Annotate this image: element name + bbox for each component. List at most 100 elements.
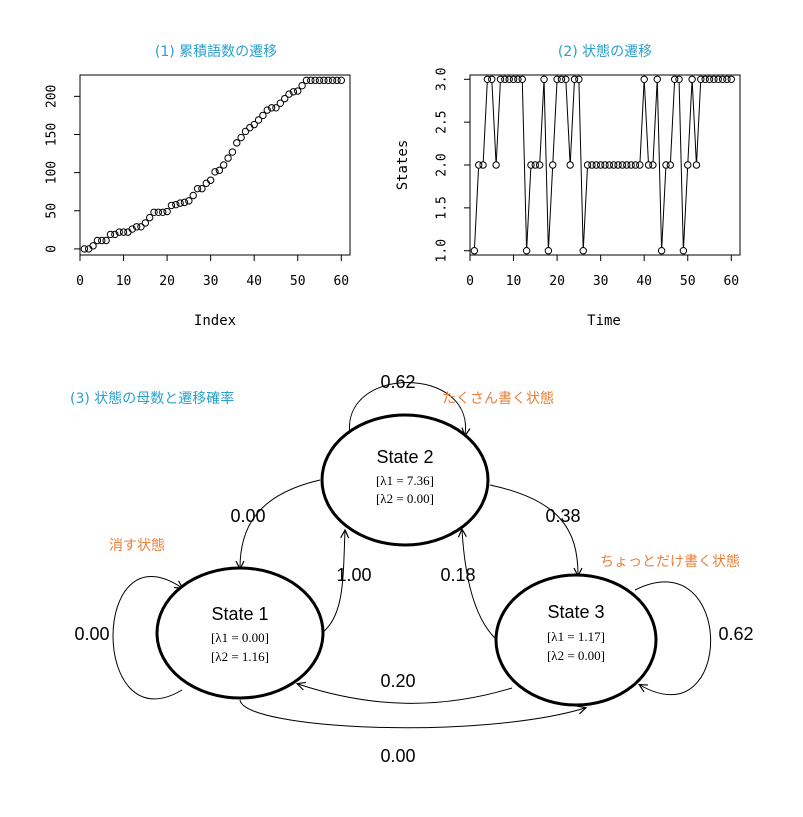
state-1-lambda1: [λ1 = 0.00]: [211, 630, 269, 645]
series-segment: [678, 82, 684, 248]
data-point: [557, 75, 566, 83]
data-point: [285, 90, 293, 98]
arrow-s3-s2: [462, 530, 498, 641]
data-point: [220, 161, 228, 169]
data-point: [505, 75, 513, 83]
prob-s1-s1: 0.00: [74, 624, 109, 644]
series-segment: [539, 82, 545, 162]
data-point: [627, 161, 635, 169]
data-point: [211, 168, 219, 176]
data-point: [111, 230, 119, 239]
data-point: [483, 75, 492, 83]
data-point: [610, 161, 618, 169]
x-tick-label: 0: [466, 274, 474, 289]
x-tick-label: 20: [549, 274, 565, 289]
data-point: [570, 75, 579, 83]
data-point: [579, 247, 587, 255]
y-tick-label: 3.0: [435, 68, 450, 91]
data-point: [328, 76, 337, 85]
series-segment: [495, 82, 501, 162]
state-2-note: たくさん書く状態: [442, 391, 554, 407]
state-2-lambda1: [λ1 = 7.36]: [376, 473, 434, 488]
state-3-node: State 3 [λ1 = 1.17] [λ2 = 0.00]: [494, 573, 658, 707]
data-point: [575, 75, 583, 83]
data-point: [259, 111, 267, 120]
data-point: [496, 75, 505, 83]
diagram-title: (3) 状態の母数と遷移確率: [70, 390, 234, 407]
data-point: [324, 76, 332, 85]
data-point: [241, 127, 250, 136]
data-point: [80, 245, 89, 253]
arrow-s1-s1: [112, 576, 182, 700]
data-point: [246, 123, 254, 132]
data-point: [675, 75, 683, 83]
data-point: [470, 247, 479, 255]
plot1-title: (1) 累積語数の遷移: [155, 44, 277, 60]
data-point: [124, 228, 132, 236]
prob-s1-s3: 0.00: [380, 746, 415, 766]
data-point: [206, 176, 215, 184]
state-2-node: State 2 [λ1 = 7.36] [λ2 = 0.00]: [320, 413, 490, 547]
series-segment: [521, 82, 528, 248]
state-3-lambda2: [λ2 = 0.00]: [547, 648, 605, 663]
data-point: [193, 184, 202, 193]
data-point: [714, 75, 722, 83]
data-point: [150, 208, 158, 216]
series-segment: [643, 82, 649, 162]
data-point: [670, 75, 679, 83]
data-point: [307, 76, 315, 85]
data-point: [298, 81, 306, 90]
data-point: [527, 161, 535, 169]
data-point: [522, 247, 531, 255]
y-tick-label: 1.0: [435, 239, 450, 262]
data-point: [180, 198, 189, 207]
prob-s3-s1: 0.20: [380, 671, 415, 691]
plot2-lines: [474, 82, 702, 248]
series-segment: [656, 82, 663, 248]
y-tick-label: 2.0: [435, 153, 450, 176]
data-point: [692, 161, 701, 169]
x-tick-label: 50: [680, 274, 696, 289]
data-point: [644, 161, 653, 169]
data-point: [601, 161, 609, 169]
data-point: [145, 213, 154, 222]
data-point: [475, 161, 483, 169]
x-tick-label: 30: [593, 274, 609, 289]
series-segment: [474, 168, 480, 248]
data-point: [509, 75, 518, 83]
series-segment: [683, 168, 689, 248]
arrow-s2-s1: [240, 479, 321, 568]
data-point: [128, 225, 136, 233]
series-segment: [548, 168, 554, 248]
data-point: [280, 94, 289, 103]
data-point: [636, 161, 644, 169]
data-point: [189, 191, 197, 200]
state-1-note: 消す状態: [109, 538, 165, 554]
series-segment: [696, 82, 702, 162]
data-point: [237, 133, 245, 142]
series-segment: [639, 82, 645, 162]
data-point: [631, 161, 640, 169]
data-point: [479, 161, 487, 169]
plot1-frame: [79, 74, 351, 256]
plot1-points: [80, 76, 345, 253]
state-2-lambda2: [λ2 = 0.00]: [376, 491, 434, 506]
data-point: [333, 76, 341, 85]
data-point: [315, 76, 324, 85]
state-2-name: State 2: [376, 447, 433, 467]
state-1-name: State 1: [211, 604, 268, 624]
data-point: [488, 75, 496, 83]
data-point: [649, 161, 657, 169]
y-tick-label: 0: [45, 245, 60, 253]
data-point: [657, 247, 666, 255]
state-1-node: State 1 [λ1 = 0.00] [λ2 = 1.16]: [155, 566, 325, 700]
data-point: [583, 161, 592, 169]
series-segment: [691, 82, 697, 162]
prob-s3-s3: 0.62: [718, 624, 753, 644]
state-3-name: State 3: [547, 602, 604, 622]
data-point: [718, 75, 727, 83]
x-tick-label: 50: [290, 274, 306, 289]
arrow-s3-s1: [298, 684, 513, 704]
data-point: [531, 161, 540, 169]
